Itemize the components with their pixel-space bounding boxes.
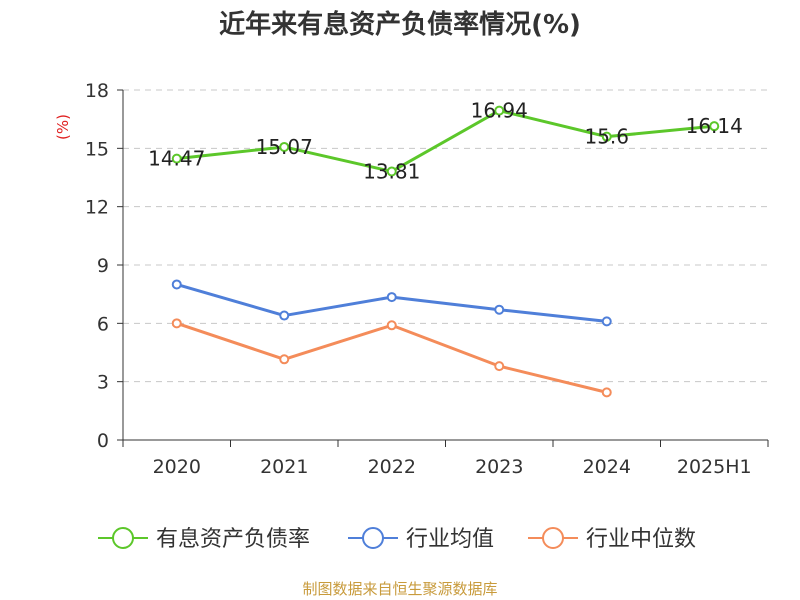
x-tick-label: 2025H1 [677,456,752,478]
data-label: 13.81 [363,159,420,183]
x-tick-label: 2020 [153,456,201,478]
data-label: 15.6 [584,125,629,149]
data-point [709,121,720,132]
data-point [494,361,505,372]
x-tick-label: 2024 [583,456,631,478]
data-point [601,131,612,142]
data-label: 16.14 [686,114,743,138]
legend-marker [362,527,384,549]
y-tick-label: 9 [97,255,109,277]
data-point [601,316,612,327]
data-point [171,153,182,164]
legend-label: 有息资产负债率 [156,527,310,552]
x-tick-label: 2022 [368,456,416,478]
series-line [176,109,715,173]
y-axis-label: (%) [54,114,72,140]
y-tick-label: 0 [97,430,109,452]
data-label: 16.94 [471,99,528,123]
x-tick-label: 2021 [260,456,308,478]
y-tick-label: 3 [97,372,109,394]
data-label: 15.07 [256,135,313,159]
data-point [601,387,612,398]
legend-marker [112,527,134,549]
y-tick-label: 12 [85,197,109,219]
legend-label: 行业中位数 [586,527,696,552]
source-note: 制图数据来自恒生聚源数据库 [302,580,498,598]
data-point [171,279,182,290]
data-point [171,318,182,329]
x-tick-label: 2023 [475,456,523,478]
data-point [494,304,505,315]
y-tick-label: 6 [97,313,109,335]
series-line [176,283,607,323]
legend-label: 行业均值 [406,527,494,552]
y-tick-label: 15 [85,138,109,160]
y-tick-label: 18 [85,80,109,102]
data-label: 14.47 [148,147,205,171]
data-point [279,354,290,365]
legend-marker [542,527,564,549]
chart-title: 近年来有息资产负债率情况(%) [219,10,581,40]
data-point [386,166,397,177]
data-point [386,292,397,303]
data-point [279,141,290,152]
data-point [494,105,505,116]
data-point [279,310,290,321]
data-point [386,320,397,331]
